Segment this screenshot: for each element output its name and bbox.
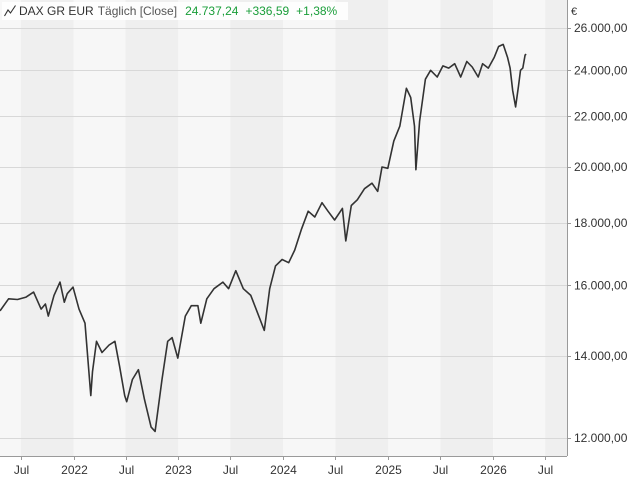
x-tick-label: 2024 [270, 463, 297, 477]
x-tick-label: 2026 [480, 463, 507, 477]
period-band [178, 0, 231, 456]
x-tick-label: 2025 [375, 463, 402, 477]
period-band [0, 0, 21, 456]
period-band [545, 0, 567, 456]
x-tick-label: 2022 [61, 463, 88, 477]
x-tick-label: Jul [433, 463, 448, 477]
period-band [283, 0, 336, 456]
chart-header: DAX GR EUR Täglich [Close] 24.737,24 +33… [2, 2, 349, 20]
last-price: 24.737,24 [185, 4, 239, 18]
instrument-name: DAX GR EUR [19, 4, 94, 18]
price-line [0, 43, 527, 433]
period-bands [0, 0, 567, 456]
y-tick-label: 26.000,00 [574, 21, 628, 35]
x-tick-label: Jul [223, 463, 238, 477]
y-tick-label: 24.000,00 [574, 63, 628, 77]
period-band [73, 0, 126, 456]
price-change: +336,59 [245, 4, 290, 18]
y-axis: 12.000,00 14.000,00 16.000,00 18.000,00 20.0… [567, 21, 628, 445]
y-tick-label: 12.000,00 [574, 431, 628, 445]
horizontal-gridlines [0, 28, 567, 439]
price-change-percent: +1,38% [296, 4, 338, 18]
period-band [335, 0, 389, 456]
x-tick-label: Jul [119, 463, 134, 477]
y-axis-unit: € [571, 6, 577, 18]
period-band [230, 0, 284, 456]
series-layer [0, 43, 527, 433]
y-tick-label: 22.000,00 [574, 109, 628, 123]
y-tick-label: 18.000,00 [574, 216, 628, 230]
y-tick-label: 20.000,00 [574, 160, 628, 174]
period-band [388, 0, 441, 456]
period-label: Täglich [Close] [97, 4, 178, 18]
x-tick-label: 2023 [165, 463, 192, 477]
x-tick-label: Jul [14, 463, 29, 477]
x-axis: Jul 2022 Jul 2023 Jul 2024 Jul 2025 Jul 2026 Jul [14, 456, 553, 477]
period-band [493, 0, 546, 456]
line-chart-icon [4, 5, 16, 17]
y-tick-label: 16.000,00 [574, 278, 628, 292]
period-band [20, 0, 74, 456]
x-tick-label: Jul [328, 463, 343, 477]
x-tick-label: Jul [538, 463, 553, 477]
y-tick-label: 14.000,00 [574, 349, 628, 363]
period-band [440, 0, 494, 456]
period-band [125, 0, 179, 456]
